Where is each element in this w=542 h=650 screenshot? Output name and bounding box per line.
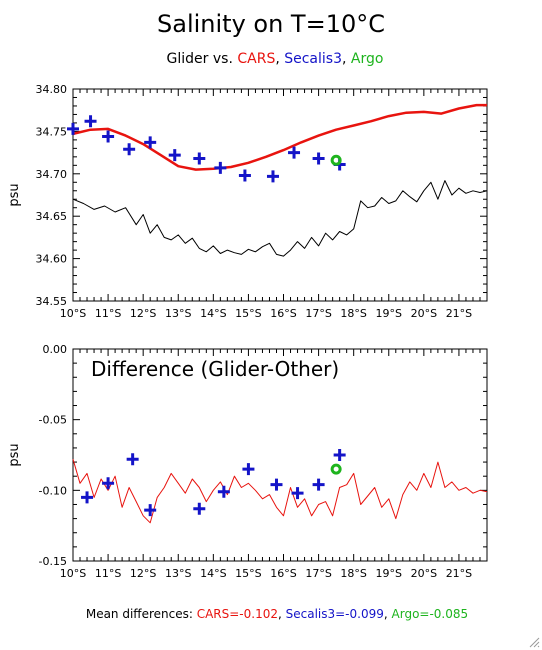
x-tick-label: 14°S bbox=[200, 567, 226, 580]
chart-subtitle: Glider vs. CARS, Secalis3, Argo bbox=[167, 51, 384, 67]
resize-grip-icon[interactable] bbox=[528, 636, 540, 648]
x-tick-label: 17°S bbox=[305, 567, 331, 580]
secalis3-point bbox=[81, 491, 94, 504]
chart-title: Salinity on T=10°C bbox=[157, 10, 385, 38]
mean-differences-footer-part-5: Argo=-0.085 bbox=[392, 607, 469, 621]
secalis3-point bbox=[333, 449, 346, 461]
secalis3-point bbox=[217, 485, 230, 498]
x-tick-label: 12°S bbox=[130, 567, 156, 580]
x-tick-label: 12°S bbox=[130, 307, 156, 320]
x-tick-label: 21°S bbox=[446, 307, 472, 320]
x-tick-label: 18°S bbox=[340, 567, 366, 580]
secalis3-point bbox=[123, 143, 136, 156]
mean-differences-footer: Mean differences: CARS=-0.102, Secalis3=… bbox=[86, 607, 468, 621]
x-tick-label: 11°S bbox=[95, 307, 121, 320]
x-tick-label: 11°S bbox=[95, 567, 121, 580]
secalis3-point bbox=[288, 146, 301, 159]
plot-frame bbox=[72, 88, 488, 302]
secalis3-point bbox=[193, 502, 206, 515]
chart-subtitle-part-1: CARS bbox=[237, 51, 275, 67]
x-tick-label: 16°S bbox=[270, 567, 296, 580]
secalis3-point bbox=[144, 136, 157, 149]
secalis3-point bbox=[291, 487, 304, 500]
x-tick-label: 15°S bbox=[235, 567, 261, 580]
secalis3-point bbox=[242, 463, 255, 476]
series-line-0 bbox=[72, 459, 488, 524]
secalis3-point bbox=[102, 130, 115, 143]
chart-subtitle-part-4: , bbox=[342, 51, 351, 67]
panel-1: 34.55 34.60 34.65 34.70 34.75 34.80 10°S 11°S 12… bbox=[7, 83, 488, 320]
mean-differences-footer-part-1: CARS=-0.102 bbox=[197, 607, 278, 621]
x-tick-label: 19°S bbox=[376, 567, 402, 580]
argo-point bbox=[330, 154, 342, 166]
x-tick-label: 18°S bbox=[340, 307, 366, 320]
x-tick-label: 13°S bbox=[165, 567, 191, 580]
secalis3-point bbox=[238, 169, 251, 182]
chart-subtitle-part-3: Secalis3 bbox=[284, 51, 342, 67]
y-axis-label: psu bbox=[7, 443, 22, 466]
y-tick-label: 34.60 bbox=[36, 253, 68, 266]
mean-differences-footer-part-3: Secalis3=-0.099 bbox=[286, 607, 384, 621]
x-tick-label: 13°S bbox=[165, 307, 191, 320]
y-axis-label: psu bbox=[7, 183, 22, 206]
x-tick-label: 14°S bbox=[200, 307, 226, 320]
x-tick-label: 16°S bbox=[270, 307, 296, 320]
secalis3-point bbox=[102, 477, 115, 490]
secalis3-point bbox=[266, 170, 279, 183]
secalis3-point bbox=[126, 453, 139, 466]
y-tick-label: 0.00 bbox=[43, 343, 68, 356]
x-tick-label: 10°S bbox=[60, 567, 86, 580]
y-tick-label: 34.55 bbox=[36, 295, 68, 308]
secalis3-point bbox=[270, 478, 283, 491]
secalis3-point bbox=[193, 152, 206, 165]
y-tick-label: 34.75 bbox=[36, 125, 68, 138]
mean-differences-footer-part-4: , bbox=[384, 607, 392, 621]
y-tick-label: -0.10 bbox=[39, 484, 67, 497]
y-tick-label: 34.65 bbox=[36, 210, 68, 223]
series-line-0 bbox=[72, 103, 487, 171]
chart-subtitle-part-5: Argo bbox=[351, 51, 384, 67]
x-tick-label: 20°S bbox=[411, 567, 437, 580]
chart-subtitle-part-2: , bbox=[275, 51, 284, 67]
secalis3-point bbox=[168, 149, 181, 162]
x-tick-label: 21°S bbox=[446, 567, 472, 580]
x-tick-label: 15°S bbox=[235, 307, 261, 320]
secalis3-point bbox=[312, 152, 325, 165]
secalis3-point bbox=[312, 478, 325, 491]
secalis3-point bbox=[144, 504, 157, 517]
mean-differences-footer-part-0: Mean differences: bbox=[86, 607, 197, 621]
chart-subtitle-part-0: Glider vs. bbox=[167, 51, 238, 67]
y-tick-label: -0.15 bbox=[39, 555, 67, 568]
mean-differences-footer-part-2: , bbox=[278, 607, 286, 621]
y-tick-label: -0.05 bbox=[39, 414, 67, 427]
secalis3-point bbox=[214, 161, 227, 174]
y-tick-label: 34.80 bbox=[36, 83, 68, 96]
x-tick-label: 10°S bbox=[60, 307, 86, 320]
panel-2: -0.15 -0.10 -0.05 0.00 10°S 11°S 12°S 13°S 14°S 1… bbox=[7, 343, 488, 580]
x-tick-label: 19°S bbox=[376, 307, 402, 320]
x-tick-label: 20°S bbox=[411, 307, 437, 320]
series-line-1 bbox=[72, 180, 488, 257]
panel-title: Difference (Glider-Other) bbox=[91, 357, 339, 381]
x-tick-label: 17°S bbox=[305, 307, 331, 320]
argo-point bbox=[330, 463, 342, 475]
plot-frame bbox=[72, 348, 488, 562]
y-tick-label: 34.70 bbox=[36, 168, 68, 181]
secalis3-point bbox=[84, 115, 97, 128]
secalis3-point bbox=[67, 122, 79, 135]
